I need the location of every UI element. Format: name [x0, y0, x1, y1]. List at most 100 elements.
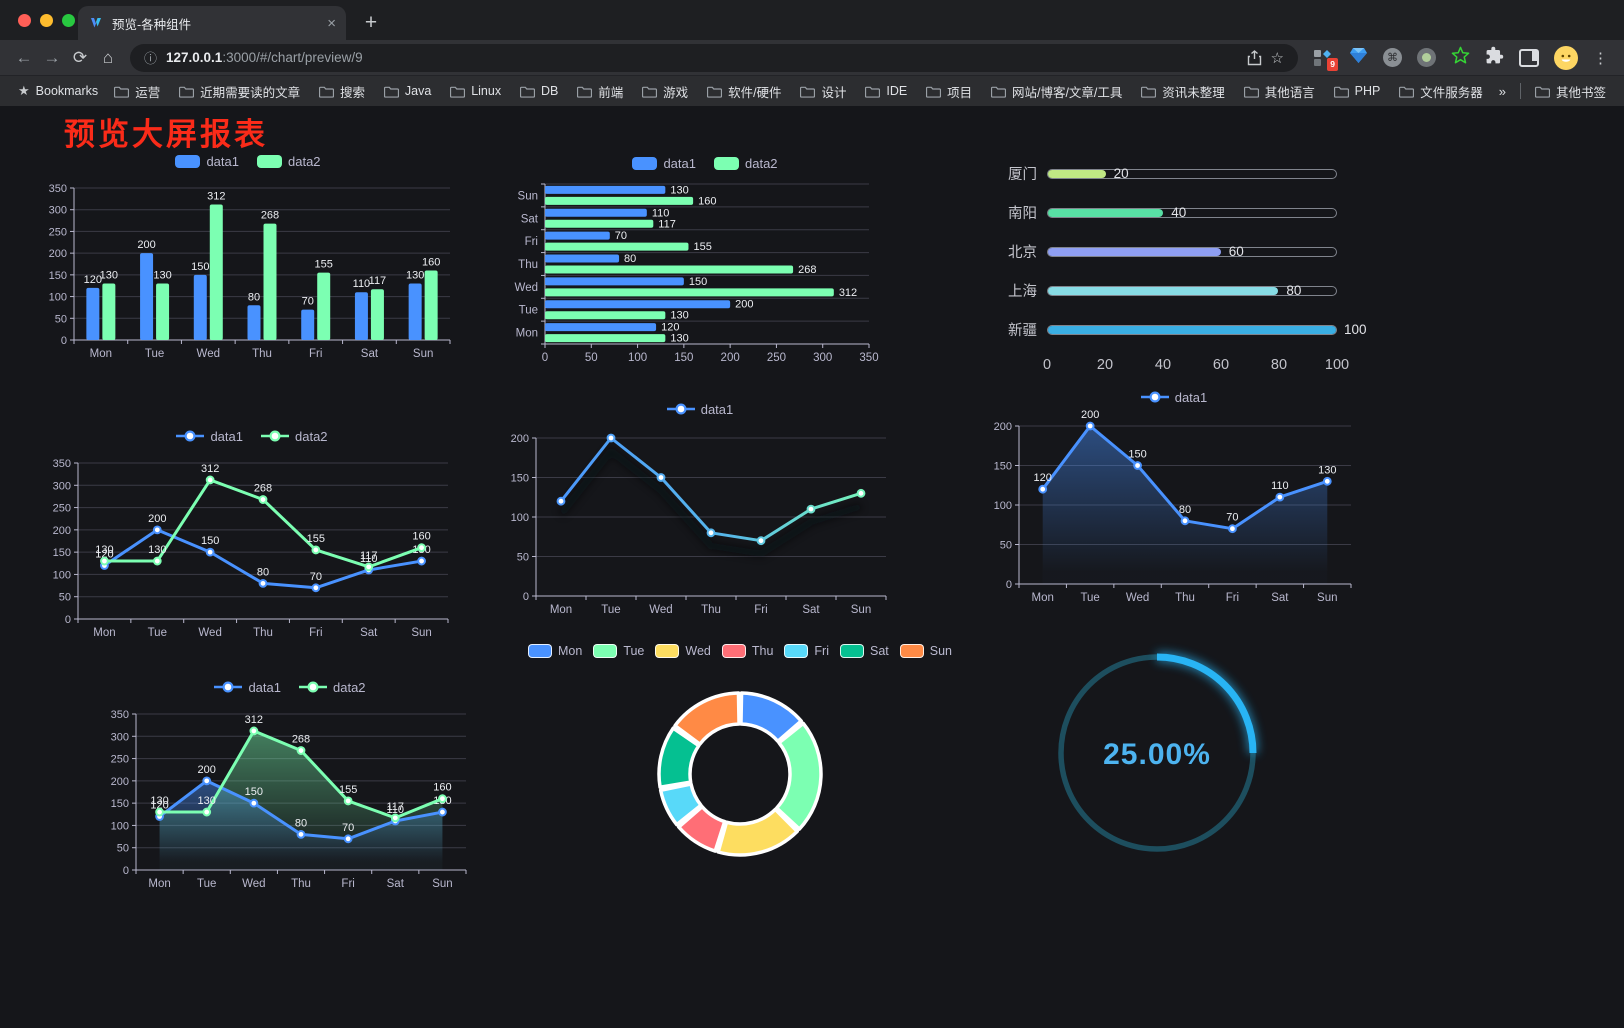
legend-item-Sun[interactable]: Sun — [899, 644, 952, 658]
address-bar[interactable]: ⓘ 127.0.0.1:3000/#/chart/preview/9 ☆ — [130, 43, 1298, 72]
other-bookmarks[interactable]: 其他书签 — [1527, 79, 1614, 104]
browser-menu-icon[interactable]: ⋮ — [1593, 49, 1608, 67]
new-tab-button[interactable]: + — [364, 11, 378, 34]
bookmark-label: PHP — [1354, 84, 1381, 98]
legend-item-data1[interactable]: data1 — [214, 680, 281, 695]
reload-icon[interactable]: ⟳ — [72, 47, 88, 67]
legend-item-data2[interactable]: data2 — [299, 680, 366, 695]
bookmark-folder[interactable]: Java — [376, 81, 439, 101]
forward-icon[interactable]: → — [43, 47, 61, 67]
svg-text:80: 80 — [295, 817, 307, 829]
bookmark-folder[interactable]: DB — [512, 81, 566, 101]
bookmark-folder[interactable]: 项目 — [918, 79, 980, 104]
svg-text:200: 200 — [49, 248, 67, 260]
bookmark-folder[interactable]: Linux — [442, 81, 509, 101]
svg-text:Thu: Thu — [253, 627, 273, 639]
bookmark-folder[interactable]: 资讯未整理 — [1133, 79, 1233, 104]
bookmark-folder[interactable]: 游戏 — [634, 79, 696, 104]
legend-item-data1[interactable]: data1 — [176, 429, 243, 444]
bookmark-folder[interactable]: 设计 — [792, 79, 854, 104]
legend-item-Thu[interactable]: Thu — [721, 644, 773, 658]
svg-text:200: 200 — [148, 513, 166, 525]
share-icon[interactable] — [1247, 49, 1262, 66]
legend-item-data2[interactable]: data2 — [257, 154, 321, 169]
two-series-line-chart[interactable]: 0 50 100 150 200 250 300 350 Mon Tue Wed Thu Fri Sat S… — [42, 451, 462, 647]
bookmark-folder[interactable]: 搜索 — [311, 79, 373, 104]
window-minimize-button[interactable] — [40, 14, 53, 27]
bookmarks-overflow-chevron[interactable]: » — [1498, 83, 1506, 99]
puzzle-extensions-icon[interactable] — [1485, 46, 1504, 70]
bookmarks-root[interactable]: ★ Bookmarks — [10, 80, 106, 102]
progress-row[interactable]: 南阳 40 — [999, 193, 1337, 232]
bookmark-star-icon[interactable]: ☆ — [1270, 49, 1284, 67]
progress-row[interactable]: 新疆 100 — [999, 310, 1367, 349]
extension-grid-icon[interactable]: 9 — [1312, 48, 1338, 71]
city-progress-chart[interactable]: 厦门 20 南阳 40 北京 60 上海 80 新疆 100 0 20 40 60 80 100 — [999, 154, 1367, 381]
legend-item-Fri[interactable]: Fri — [784, 644, 829, 658]
bar-chart-legend[interactable]: data1 data2 — [175, 151, 321, 171]
bookmark-folder[interactable]: 前端 — [569, 79, 631, 104]
area-line-chart[interactable]: 0 50 100 150 200 Mon Tue Wed Thu Fri Sat Sun 120 200 1… — [983, 409, 1365, 612]
legend-item-data1[interactable]: data1 — [1140, 390, 1207, 405]
svg-text:Sun: Sun — [851, 604, 871, 616]
browser-tab[interactable]: 预览-各种组件 × — [78, 6, 346, 40]
back-icon[interactable]: ← — [15, 47, 33, 67]
bookmark-folder[interactable]: 网站/博客/文章/工具 — [983, 79, 1130, 104]
progress-row[interactable]: 上海 80 — [999, 271, 1337, 310]
legend-item-data1[interactable]: data1 — [666, 402, 733, 417]
city-progress-chart-card: 厦门 20 南阳 40 北京 60 上海 80 新疆 100 0 20 40 60 80 100 — [999, 154, 1367, 381]
area-line-legend[interactable]: data1 — [1140, 387, 1207, 407]
legend-item-data1[interactable]: data1 — [632, 156, 696, 171]
line-chart-legend[interactable]: data1 data2 — [176, 426, 328, 446]
svg-text:Sun: Sun — [411, 627, 431, 639]
gradient-line-legend[interactable]: data1 — [666, 399, 733, 419]
window-zoom-button[interactable] — [62, 14, 75, 27]
percentage-gauge[interactable]: 25.00% — [1032, 641, 1282, 876]
legend-item-data1[interactable]: data1 — [175, 154, 239, 169]
tab-close-icon[interactable]: × — [327, 14, 336, 32]
home-icon[interactable]: ⌂ — [102, 47, 114, 67]
gradient-line-chart-card: data1 0 50 100 150 200 Mon Tue Wed Thu Fri Sat Sun — [500, 399, 900, 624]
svg-text:350: 350 — [111, 709, 129, 721]
legend-item-Tue[interactable]: Tue — [593, 644, 644, 658]
command-extension-icon[interactable]: ⌘ — [1383, 48, 1402, 67]
svg-text:155: 155 — [315, 259, 333, 271]
side-panel-icon[interactable] — [1519, 48, 1539, 67]
legend-item-data2[interactable]: data2 — [261, 429, 328, 444]
bookmark-folder[interactable]: IDE — [857, 81, 915, 101]
window-close-button[interactable] — [18, 14, 31, 27]
svg-text:Sun: Sun — [432, 878, 452, 890]
green-star-extension-icon[interactable] — [1451, 46, 1470, 70]
progress-value: 40 — [1171, 204, 1187, 220]
bookmark-folder[interactable]: 运营 — [106, 79, 168, 104]
gem-extension-icon[interactable] — [1349, 47, 1368, 69]
legend-item-Wed[interactable]: Wed — [655, 644, 711, 658]
legend-item-Mon[interactable]: Mon — [527, 644, 582, 658]
browser-toolbar: ← → ⟳ ⌂ ⓘ 127.0.0.1:3000/#/chart/preview… — [0, 40, 1624, 75]
legend-item-data2[interactable]: data2 — [714, 156, 778, 171]
site-info-icon[interactable]: ⓘ — [144, 51, 158, 66]
bookmark-folder[interactable]: 其他语言 — [1236, 79, 1323, 104]
bookmark-folder[interactable]: PHP — [1326, 81, 1389, 101]
donut-chart-legend[interactable]: Mon Tue Wed Thu Fri Sat Sun — [527, 641, 952, 661]
progress-row[interactable]: 厦门 20 — [999, 154, 1337, 193]
gradient-line-chart[interactable]: 0 50 100 150 200 Mon Tue Wed Thu Fri Sat Sun — [500, 424, 900, 624]
bookmark-folder[interactable]: 近期需要读的文章 — [171, 79, 308, 104]
profile-avatar[interactable] — [1554, 45, 1578, 70]
bookmark-folder[interactable]: 文件服务器 — [1391, 79, 1491, 104]
folder-icon — [383, 86, 399, 98]
legend-item-Sat[interactable]: Sat — [840, 644, 889, 658]
donut-chart[interactable] — [545, 666, 935, 876]
hbar-chart-legend[interactable]: data1 data2 — [632, 153, 778, 173]
grouped-bar-chart[interactable]: 0 50 100 150 200 250 300 350 Mon Tue Wed Thu Fri Sat S… — [38, 176, 458, 368]
two-series-area-legend[interactable]: data1 data2 — [214, 677, 366, 697]
two-series-area-chart[interactable]: 0 50 100 150 200 250 300 350 Mon Tue Wed Thu Fri Sat S… — [100, 702, 480, 898]
recorder-extension-icon[interactable] — [1417, 48, 1436, 67]
url-text[interactable]: 127.0.0.1:3000/#/chart/preview/9 — [166, 50, 363, 65]
svg-text:Tue: Tue — [519, 305, 538, 317]
svg-text:Sat: Sat — [361, 348, 379, 360]
progress-row[interactable]: 北京 60 — [999, 232, 1337, 271]
folder-icon — [450, 86, 466, 98]
bookmark-folder[interactable]: 软件/硬件 — [699, 79, 789, 104]
